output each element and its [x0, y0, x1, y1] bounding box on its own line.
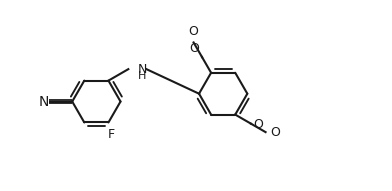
Text: O: O [270, 126, 279, 139]
Text: N: N [137, 63, 147, 76]
Text: O: O [190, 42, 200, 55]
Text: N: N [39, 95, 49, 108]
Text: H: H [137, 71, 146, 81]
Text: F: F [107, 129, 114, 142]
Text: O: O [253, 118, 263, 131]
Text: O: O [189, 25, 198, 38]
